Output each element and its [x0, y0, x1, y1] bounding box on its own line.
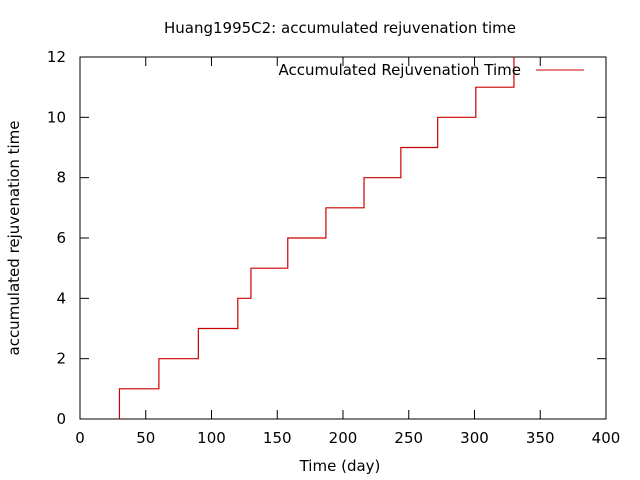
x-tick-label: 350: [526, 429, 555, 447]
axis-ticks: 0 50 100 150 200 250 300 350 400 0 2 4 6 8 10 12: [47, 48, 620, 447]
y-tick-label: 6: [56, 229, 66, 247]
x-tick-label: 50: [136, 429, 155, 447]
legend: Accumulated Rejuvenation Time: [278, 61, 584, 79]
y-tick-label: 4: [56, 289, 66, 307]
series-layer: [118, 57, 515, 419]
x-tick-label: 400: [592, 429, 621, 447]
series-line: [118, 57, 515, 419]
y-axis-label: accumulated rejuvenation time: [5, 120, 23, 355]
y-tick-label: 0: [56, 410, 66, 428]
x-tick-label: 100: [197, 429, 226, 447]
x-tick-label: 0: [75, 429, 85, 447]
x-tick-label: 250: [394, 429, 423, 447]
x-axis-label: Time (day): [299, 457, 381, 475]
y-tick-label: 2: [56, 350, 66, 368]
x-tick-label: 200: [329, 429, 358, 447]
y-tick-label: 12: [47, 48, 66, 66]
chart-title: Huang1995C2: accumulated rejuvenation ti…: [164, 19, 516, 37]
x-tick-label: 150: [263, 429, 292, 447]
y-tick-label: 10: [47, 108, 66, 126]
x-tick-label: 300: [460, 429, 489, 447]
legend-label: Accumulated Rejuvenation Time: [278, 61, 521, 79]
y-tick-label: 8: [56, 169, 66, 187]
